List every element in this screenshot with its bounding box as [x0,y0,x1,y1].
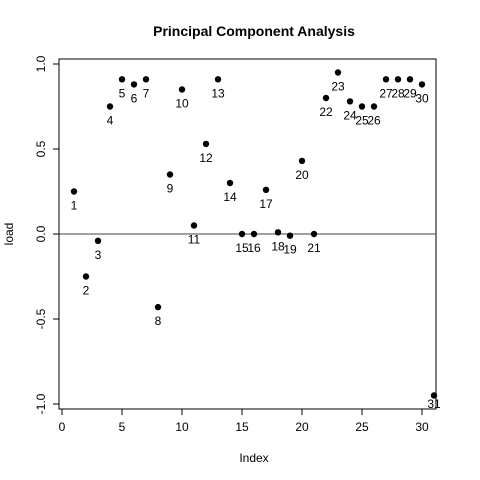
x-axis: 0 5 10 15 20 25 30 [59,408,429,434]
point-label: 20 [295,168,309,182]
data-point [334,69,342,76]
data-point [358,103,366,110]
data-point [94,237,102,244]
point-label: 10 [175,97,189,111]
point-label: 25 [355,114,369,128]
data-point [214,76,222,83]
point-label: 6 [131,91,138,105]
x-tick-label: 15 [235,420,249,434]
point-label: 23 [331,80,345,94]
data-point [370,103,378,110]
x-tick-label: 30 [415,420,429,434]
data-point [310,230,318,238]
y-tick-label: 0.5 [34,140,48,157]
point-label: 5 [119,86,126,100]
data-point [70,188,78,195]
y-tick-label: -1.0 [34,393,48,414]
y-axis-label: load [2,223,16,246]
data-point [154,303,162,311]
point-label: 1 [71,199,78,213]
point-label: 24 [343,108,357,122]
point-label: 4 [107,114,114,128]
data-point [298,157,306,165]
data-point [226,179,234,187]
data-point [130,81,138,88]
x-tick-label: 25 [355,420,369,434]
point-label: 12 [199,151,213,165]
data-point [178,86,186,93]
data-point [82,273,90,280]
x-tick-label: 20 [295,420,309,434]
point-label: 30 [415,91,429,105]
y-tick-label: -0.5 [34,308,48,329]
point-label: 14 [223,190,237,204]
x-tick-label: 10 [175,420,189,434]
point-label: 7 [143,86,150,100]
data-point [430,392,438,399]
y-tick-label: 0.0 [34,225,48,242]
data-point [286,232,294,239]
point-label: 13 [211,86,225,100]
data-point [106,103,114,110]
point-label: 2 [83,284,90,298]
x-axis-label: Index [239,451,268,465]
data-point [190,222,198,229]
point-label: 9 [167,182,174,196]
point-label: 19 [283,243,297,257]
data-point [274,229,282,236]
point-label: 15 [235,241,249,255]
point-label: 16 [247,241,261,255]
data-point [382,76,390,83]
point-label: 3 [95,248,102,262]
data-point [142,76,150,83]
point-label: 29 [403,86,417,100]
point-label: 26 [367,114,381,128]
x-tick-label: 5 [119,420,126,434]
data-point [406,76,414,83]
point-label: 27 [379,86,393,100]
point-label: 28 [391,86,405,100]
data-point [418,81,426,88]
chart-title: Principal Component Analysis [153,23,355,39]
data-point [238,230,246,238]
data-point [166,171,174,178]
x-tick-label: 0 [59,420,66,434]
data-point [322,94,330,102]
data-point [262,186,270,193]
point-label: 22 [319,105,333,119]
y-tick-label: 1.0 [34,55,48,72]
point-label: 17 [259,197,273,211]
data-point [346,98,354,105]
point-label: 8 [155,314,162,328]
point-label: 18 [271,239,285,253]
data-point [202,140,210,148]
y-axis: -1.0 -0.5 0.0 0.5 1.0 [34,55,60,414]
data-point [250,230,258,238]
data-point [394,76,402,83]
point-label: 21 [307,241,321,255]
data-point [118,76,126,83]
point-label: 31 [427,397,441,411]
point-label: 11 [188,233,201,247]
